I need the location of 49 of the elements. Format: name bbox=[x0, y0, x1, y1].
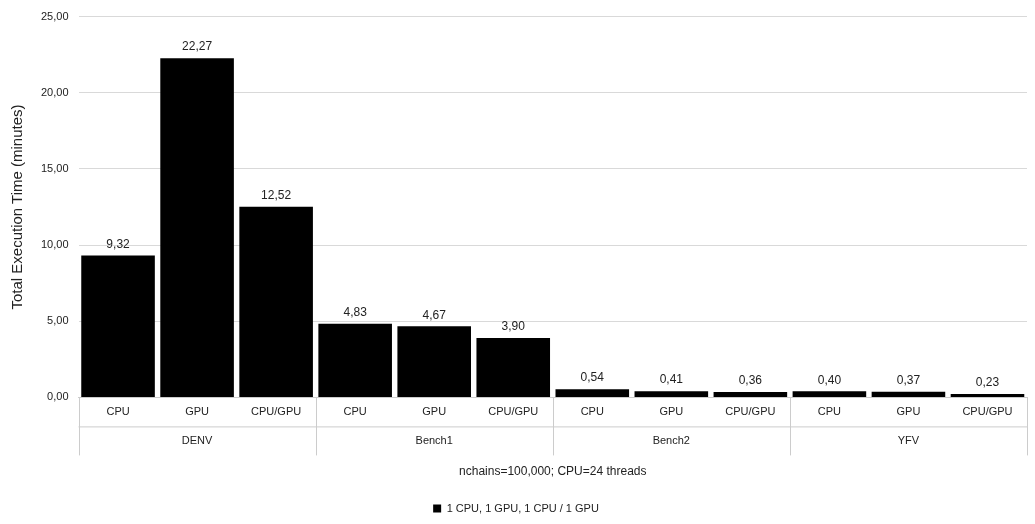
data-label: 0,41 bbox=[659, 372, 684, 387]
data-label: 22,27 bbox=[182, 39, 213, 54]
data-label: 4,67 bbox=[422, 307, 447, 322]
y-axis-title: Total Execution Time (minutes) bbox=[8, 104, 26, 310]
data-label: 0,23 bbox=[975, 375, 1000, 390]
data-label: 0,36 bbox=[738, 373, 763, 388]
bar bbox=[634, 391, 709, 397]
bar bbox=[555, 389, 630, 397]
data-label: 12,52 bbox=[261, 188, 292, 203]
x-tick-label: GPU bbox=[896, 405, 921, 418]
x-axis-title: nchains=100,000; CPU=24 threads bbox=[459, 464, 647, 479]
y-tick-label: 20,00 bbox=[41, 85, 69, 98]
bar bbox=[318, 323, 392, 397]
x-tick-label: CPU/GPU bbox=[725, 405, 776, 418]
bar bbox=[950, 393, 1025, 397]
x-tick-label: GPU bbox=[185, 405, 210, 418]
data-label: 0,54 bbox=[580, 370, 605, 385]
data-label: 3,90 bbox=[501, 319, 526, 334]
bar bbox=[239, 206, 313, 397]
y-tick-label: 25,00 bbox=[41, 9, 69, 22]
bar bbox=[81, 255, 155, 397]
bar bbox=[713, 391, 788, 397]
data-label: 0,37 bbox=[896, 373, 921, 388]
bar bbox=[397, 326, 471, 397]
data-label: 0,40 bbox=[817, 372, 842, 387]
x-tick-label: CPU bbox=[817, 405, 842, 418]
data-label: 9,32 bbox=[106, 236, 131, 251]
x-tick-label: CPU/GPU bbox=[488, 405, 539, 418]
x-tick-label: CPU/GPU bbox=[251, 405, 302, 418]
y-tick-label: 5,00 bbox=[47, 314, 69, 327]
x-tick-label: CPU bbox=[106, 405, 130, 418]
x-tick-label: GPU bbox=[659, 405, 684, 418]
x-tick-label: GPU bbox=[422, 405, 447, 418]
y-tick-label: 15,00 bbox=[41, 161, 69, 174]
y-tick-label: 10,00 bbox=[41, 238, 69, 251]
x-tick-label: CPU bbox=[580, 405, 604, 418]
data-label: 4,83 bbox=[343, 305, 368, 320]
y-tick-label: 0,00 bbox=[47, 390, 69, 403]
x-tick-label: CPU bbox=[343, 405, 367, 418]
x-tick-label: CPU/GPU bbox=[962, 405, 1013, 418]
text: DENV bbox=[181, 434, 214, 447]
bar bbox=[476, 338, 551, 397]
bar bbox=[160, 58, 234, 397]
bar bbox=[792, 391, 867, 397]
text: YFV bbox=[897, 434, 920, 447]
legend-label: 1 CPU, 1 GPU, 1 CPU / 1 GPU bbox=[446, 501, 599, 514]
text: Bench2 bbox=[652, 434, 690, 447]
text: Bench1 bbox=[415, 434, 453, 447]
bar bbox=[871, 391, 946, 397]
